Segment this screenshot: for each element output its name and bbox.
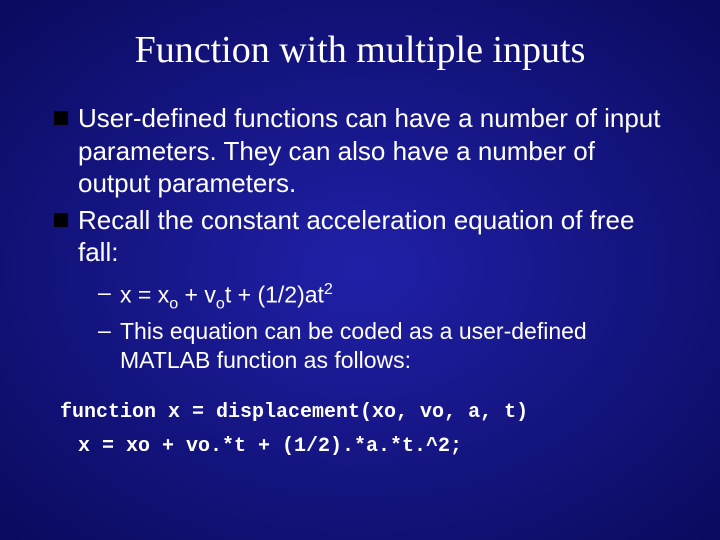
eq-sub: o [169,294,178,312]
code-line: x = xo + vo.*t + (1/2).*a.*t.^2; [78,430,672,464]
code-line: function x = displacement(xo, vo, a, t) [60,396,672,430]
slide: Function with multiple inputs User-defin… [0,0,720,540]
sub-bullet-item: – This equation can be coded as a user-d… [98,317,672,375]
bullet-list: User-defined functions can have a number… [54,102,672,374]
slide-title: Function with multiple inputs [48,28,672,72]
bullet-item: User-defined functions can have a number… [54,102,672,200]
dash-icon: – [98,279,116,306]
equation-text: x = xo + vot + (1/2)at2 [120,279,672,313]
eq-part: x = x [120,281,169,307]
square-bullet-icon [54,111,68,125]
bullet-text: User-defined functions can have a number… [78,102,672,200]
sub-bullet-text: This equation can be coded as a user-def… [120,317,672,375]
eq-part: + v [178,281,216,307]
eq-part: t + (1/2)at [225,281,324,307]
sub-bullet-list: – x = xo + vot + (1/2)at2 – This equatio… [98,279,672,375]
code-text: x = xo + vo.*t + (1/2).*a.*t.^2; [78,435,462,458]
eq-sub: o [216,294,225,312]
sub-bullet-item: – x = xo + vot + (1/2)at2 [98,279,672,313]
code-block: function x = displacement(xo, vo, a, t) … [60,396,672,464]
bullet-text: Recall the constant acceleration equatio… [78,204,672,269]
square-bullet-icon [54,213,68,227]
bullet-item: Recall the constant acceleration equatio… [54,204,672,269]
eq-sup: 2 [324,280,333,298]
dash-icon: – [98,317,116,344]
